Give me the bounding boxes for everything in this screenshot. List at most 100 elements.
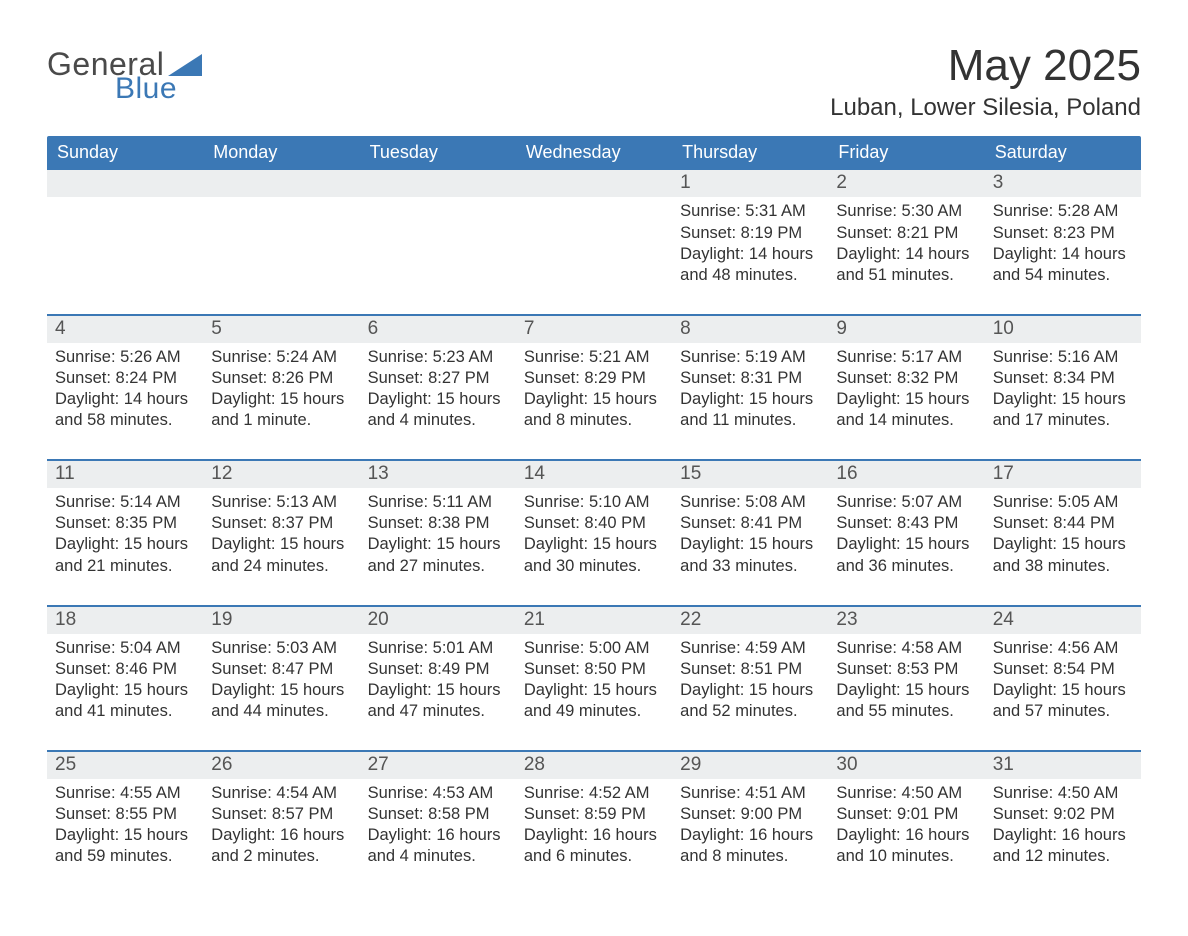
sunset-text: Sunset: 8:31 PM bbox=[680, 368, 820, 389]
day-number: 28 bbox=[516, 752, 672, 779]
daylight-text: Daylight: 14 hours and 48 minutes. bbox=[680, 244, 820, 286]
week-block: 25262728293031Sunrise: 4:55 AMSunset: 8:… bbox=[47, 750, 1141, 895]
day-number: 25 bbox=[47, 752, 203, 779]
sunset-text: Sunset: 8:26 PM bbox=[211, 368, 351, 389]
daylight-text: Daylight: 14 hours and 51 minutes. bbox=[836, 244, 976, 286]
sunrise-text: Sunrise: 5:04 AM bbox=[55, 638, 195, 659]
day-number: 26 bbox=[203, 752, 359, 779]
daylight-text: Daylight: 14 hours and 58 minutes. bbox=[55, 389, 195, 431]
day-cell: Sunrise: 5:19 AMSunset: 8:31 PMDaylight:… bbox=[672, 343, 828, 459]
sunrise-text: Sunrise: 4:53 AM bbox=[368, 783, 508, 804]
sunrise-text: Sunrise: 5:07 AM bbox=[836, 492, 976, 513]
day-cell: Sunrise: 5:04 AMSunset: 8:46 PMDaylight:… bbox=[47, 634, 203, 750]
daylight-text: Daylight: 15 hours and 47 minutes. bbox=[368, 680, 508, 722]
day-number bbox=[516, 170, 672, 197]
daylight-text: Daylight: 15 hours and 24 minutes. bbox=[211, 534, 351, 576]
sunset-text: Sunset: 9:02 PM bbox=[993, 804, 1133, 825]
daylight-text: Daylight: 15 hours and 27 minutes. bbox=[368, 534, 508, 576]
day-cell: Sunrise: 5:14 AMSunset: 8:35 PMDaylight:… bbox=[47, 488, 203, 604]
sunrise-text: Sunrise: 5:01 AM bbox=[368, 638, 508, 659]
daylight-text: Daylight: 16 hours and 4 minutes. bbox=[368, 825, 508, 867]
sunset-text: Sunset: 8:49 PM bbox=[368, 659, 508, 680]
title-block: May 2025 Luban, Lower Silesia, Poland bbox=[830, 42, 1141, 122]
sunset-text: Sunset: 8:46 PM bbox=[55, 659, 195, 680]
daylight-text: Daylight: 15 hours and 38 minutes. bbox=[993, 534, 1133, 576]
calendar: Sunday Monday Tuesday Wednesday Thursday… bbox=[47, 136, 1141, 895]
day-number: 10 bbox=[985, 316, 1141, 343]
daylight-text: Daylight: 15 hours and 55 minutes. bbox=[836, 680, 976, 722]
daynum-row: 123 bbox=[47, 170, 1141, 197]
page-subtitle: Luban, Lower Silesia, Poland bbox=[830, 94, 1141, 122]
week-row: Sunrise: 5:26 AMSunset: 8:24 PMDaylight:… bbox=[47, 343, 1141, 459]
day-number: 17 bbox=[985, 461, 1141, 488]
daylight-text: Daylight: 16 hours and 2 minutes. bbox=[211, 825, 351, 867]
sunrise-text: Sunrise: 5:17 AM bbox=[836, 347, 976, 368]
sunrise-text: Sunrise: 5:31 AM bbox=[680, 201, 820, 222]
daylight-text: Daylight: 15 hours and 1 minute. bbox=[211, 389, 351, 431]
daylight-text: Daylight: 15 hours and 57 minutes. bbox=[993, 680, 1133, 722]
sunset-text: Sunset: 8:38 PM bbox=[368, 513, 508, 534]
sunset-text: Sunset: 8:53 PM bbox=[836, 659, 976, 680]
page: General Blue May 2025 Luban, Lower Siles… bbox=[0, 0, 1188, 936]
day-number: 30 bbox=[828, 752, 984, 779]
day-number: 19 bbox=[203, 607, 359, 634]
brand-logo: General Blue bbox=[47, 48, 202, 104]
topbar: General Blue May 2025 Luban, Lower Siles… bbox=[47, 42, 1141, 122]
daylight-text: Daylight: 15 hours and 8 minutes. bbox=[524, 389, 664, 431]
day-number: 4 bbox=[47, 316, 203, 343]
sunrise-text: Sunrise: 5:14 AM bbox=[55, 492, 195, 513]
day-number: 7 bbox=[516, 316, 672, 343]
weekday-monday: Monday bbox=[203, 136, 359, 170]
day-number: 2 bbox=[828, 170, 984, 197]
day-number bbox=[203, 170, 359, 197]
weekday-wednesday: Wednesday bbox=[516, 136, 672, 170]
day-cell: Sunrise: 5:01 AMSunset: 8:49 PMDaylight:… bbox=[360, 634, 516, 750]
day-number: 9 bbox=[828, 316, 984, 343]
sunrise-text: Sunrise: 4:56 AM bbox=[993, 638, 1133, 659]
sunrise-text: Sunrise: 4:59 AM bbox=[680, 638, 820, 659]
day-cell bbox=[360, 197, 516, 313]
day-number bbox=[47, 170, 203, 197]
daylight-text: Daylight: 16 hours and 6 minutes. bbox=[524, 825, 664, 867]
week-row: Sunrise: 4:55 AMSunset: 8:55 PM Daylight:… bbox=[47, 779, 1141, 895]
sunset-text: Sunset: 8:55 PM bbox=[55, 804, 195, 825]
sunrise-text: Sunrise: 5:23 AM bbox=[368, 347, 508, 368]
day-cell: Sunrise: 4:50 AMSunset: 9:02 PMDaylight:… bbox=[985, 779, 1141, 895]
daynum-row: 25262728293031 bbox=[47, 752, 1141, 779]
day-number: 27 bbox=[360, 752, 516, 779]
daylight-text: Daylight: 16 hours and 12 minutes. bbox=[993, 825, 1133, 867]
sunset-text: Sunset: 8:51 PM bbox=[680, 659, 820, 680]
day-number: 20 bbox=[360, 607, 516, 634]
daylight-text: Daylight: 16 hours and 10 minutes. bbox=[836, 825, 976, 867]
sunrise-text: Sunrise: 5:19 AM bbox=[680, 347, 820, 368]
week-block: 18192021222324Sunrise: 5:04 AMSunset: 8:… bbox=[47, 605, 1141, 750]
day-number: 29 bbox=[672, 752, 828, 779]
sunset-text: Sunset: 8:54 PM bbox=[993, 659, 1133, 680]
sunset-text: Sunset: 8:21 PM bbox=[836, 223, 976, 244]
day-number: 21 bbox=[516, 607, 672, 634]
daylight-text: Daylight: 15 hours and 44 minutes. bbox=[211, 680, 351, 722]
week-block: 11121314151617Sunrise: 5:14 AMSunset: 8:… bbox=[47, 459, 1141, 604]
daylight-text: Daylight: 15 hours and 41 minutes. bbox=[55, 680, 195, 722]
day-number bbox=[360, 170, 516, 197]
day-cell: Sunrise: 4:50 AMSunset: 9:01 PMDaylight:… bbox=[828, 779, 984, 895]
sunrise-text: Sunrise: 5:11 AM bbox=[368, 492, 508, 513]
week-row: Sunrise: 5:04 AMSunset: 8:46 PMDaylight:… bbox=[47, 634, 1141, 750]
daylight-text: Daylight: 15 hours and 21 minutes. bbox=[55, 534, 195, 576]
day-number: 16 bbox=[828, 461, 984, 488]
sunrise-text: Sunrise: 5:28 AM bbox=[993, 201, 1133, 222]
sunrise-text: Sunrise: 4:55 AM bbox=[55, 783, 195, 804]
sunset-text: Sunset: 8:41 PM bbox=[680, 513, 820, 534]
daylight-text: Daylight: 14 hours and 54 minutes. bbox=[993, 244, 1133, 286]
daylight-text: Daylight: 15 hours and 30 minutes. bbox=[524, 534, 664, 576]
day-cell: Sunrise: 5:08 AMSunset: 8:41 PMDaylight:… bbox=[672, 488, 828, 604]
day-cell: Sunrise: 5:28 AMSunset: 8:23 PMDaylight:… bbox=[985, 197, 1141, 313]
sunset-text: Sunset: 8:34 PM bbox=[993, 368, 1133, 389]
day-number: 5 bbox=[203, 316, 359, 343]
day-cell: Sunrise: 5:13 AMSunset: 8:37 PMDaylight:… bbox=[203, 488, 359, 604]
day-cell: Sunrise: 4:59 AMSunset: 8:51 PMDaylight:… bbox=[672, 634, 828, 750]
day-number: 15 bbox=[672, 461, 828, 488]
sunset-text: Sunset: 8:29 PM bbox=[524, 368, 664, 389]
day-cell: Sunrise: 4:54 AMSunset: 8:57 PMDaylight:… bbox=[203, 779, 359, 895]
sunset-text: Sunset: 8:35 PM bbox=[55, 513, 195, 534]
